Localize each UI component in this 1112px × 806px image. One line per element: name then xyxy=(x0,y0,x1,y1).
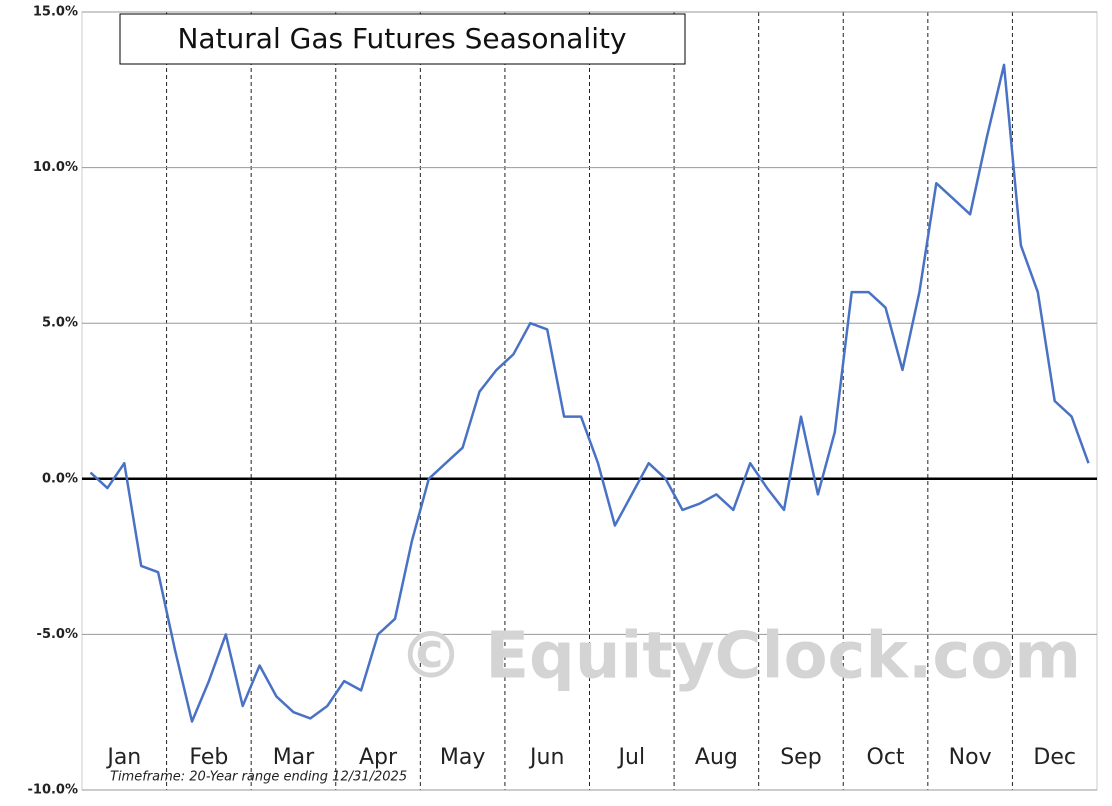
x-tick-label: Mar xyxy=(273,745,315,770)
x-tick-label: Nov xyxy=(949,745,992,770)
y-tick-label: 15.0% xyxy=(33,5,78,20)
y-tick-label: 5.0% xyxy=(42,316,78,331)
x-tick-label: Sep xyxy=(780,745,821,770)
x-tick-label: Dec xyxy=(1033,745,1076,770)
x-tick-label: Jul xyxy=(617,745,646,770)
y-tick-label: -10.0% xyxy=(28,783,79,798)
y-tick-label: 10.0% xyxy=(33,160,78,175)
y-tick-label: -5.0% xyxy=(37,627,78,642)
chart-title: Natural Gas Futures Seasonality xyxy=(177,22,626,55)
series-line xyxy=(89,63,1090,723)
footnote: Timeframe: 20-Year range ending 12/31/20… xyxy=(110,770,407,785)
watermark: © EquityClock.com xyxy=(399,620,1081,694)
x-tick-label: Feb xyxy=(189,745,228,770)
title-box xyxy=(119,13,686,65)
x-tick-label: May xyxy=(440,745,485,770)
x-tick-label: Jun xyxy=(528,745,564,770)
y-tick-label: 0.0% xyxy=(42,471,78,486)
x-tick-label: Aug xyxy=(695,745,738,770)
x-tick-label: Apr xyxy=(359,745,398,770)
x-tick-label: Jan xyxy=(105,745,141,770)
x-tick-label: Oct xyxy=(867,745,905,770)
